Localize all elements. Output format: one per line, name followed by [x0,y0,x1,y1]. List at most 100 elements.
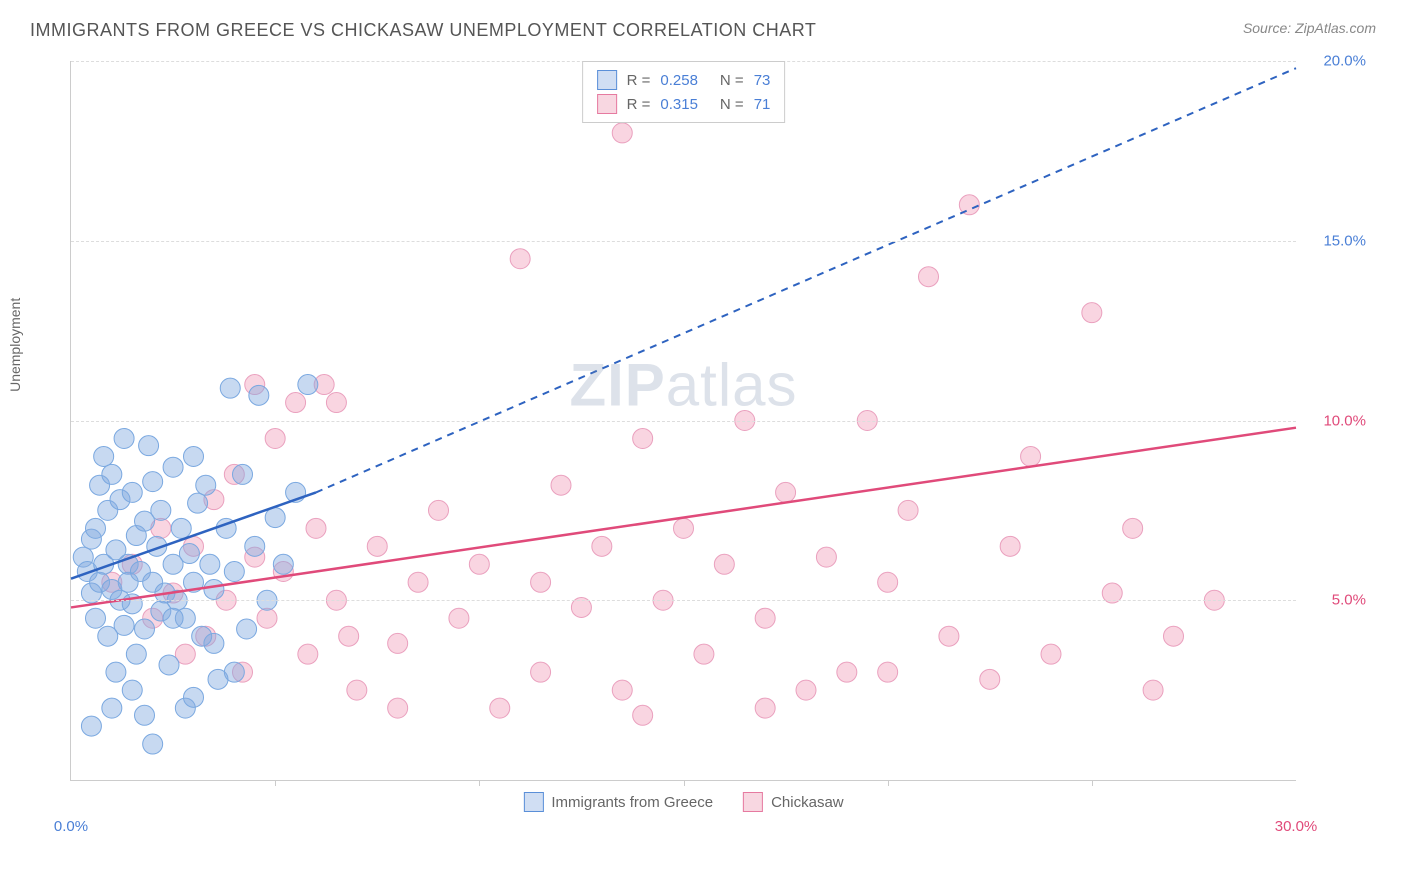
r-label: R = [627,96,651,113]
data-point [1021,446,1041,466]
x-tick-mark [479,780,480,786]
data-point [796,680,816,700]
data-point [200,554,220,574]
data-point [171,518,191,538]
data-point [184,687,204,707]
data-point [469,554,489,574]
data-point [592,536,612,556]
data-point [151,500,171,520]
legend-label: Immigrants from Greece [551,794,713,811]
data-point [980,669,1000,689]
data-point [143,734,163,754]
chart-title: IMMIGRANTS FROM GREECE VS CHICKASAW UNEM… [30,20,816,41]
data-point [224,662,244,682]
chart-area: Unemployment ZIPatlas R =0.258N =73R =0.… [60,51,1376,811]
correlation-legend: R =0.258N =73R =0.315N =71 [582,61,786,123]
data-point [298,644,318,664]
data-point [531,662,551,682]
data-point [135,705,155,725]
data-point [339,626,359,646]
data-point [326,393,346,413]
data-point [939,626,959,646]
data-point [233,464,253,484]
data-point [878,662,898,682]
y-tick-label: 15.0% [1323,232,1366,249]
data-point [1000,536,1020,556]
data-point [249,385,269,405]
data-point [286,393,306,413]
data-point [106,662,126,682]
data-point [159,655,179,675]
data-point [551,475,571,495]
data-point [755,698,775,718]
y-axis-label: Unemployment [7,298,23,392]
header: IMMIGRANTS FROM GREECE VS CHICKASAW UNEM… [0,0,1406,51]
data-point [714,554,734,574]
gridline [71,600,1296,601]
data-point [179,544,199,564]
n-label: N = [720,96,744,113]
legend-swatch [743,792,763,812]
x-tick-label: 0.0% [54,818,88,835]
n-label: N = [720,72,744,89]
r-value: 0.315 [660,96,698,113]
data-point [184,446,204,466]
data-point [220,378,240,398]
data-point [139,436,159,456]
legend-row: R =0.315N =71 [597,92,771,116]
data-point [135,619,155,639]
data-point [273,554,293,574]
data-point [245,536,265,556]
data-point [449,608,469,628]
data-point [86,608,106,628]
data-point [102,464,122,484]
data-point [102,698,122,718]
trend-line [71,428,1296,608]
data-point [612,123,632,143]
data-point [898,500,918,520]
data-point [81,716,101,736]
y-tick-label: 20.0% [1323,53,1366,70]
data-point [490,698,510,718]
data-point [143,472,163,492]
gridline [71,421,1296,422]
data-point [114,428,134,448]
n-value: 73 [754,72,771,89]
r-label: R = [627,72,651,89]
data-point [878,572,898,592]
x-tick-mark [684,780,685,786]
data-point [1082,303,1102,323]
data-point [298,375,318,395]
y-tick-label: 5.0% [1332,592,1366,609]
plot-region: ZIPatlas R =0.258N =73R =0.315N =71 Immi… [70,61,1296,781]
data-point [347,680,367,700]
x-tick-mark [888,780,889,786]
data-point [694,644,714,664]
data-point [204,633,224,653]
data-point [265,428,285,448]
source-label: Source: ZipAtlas.com [1243,20,1376,36]
data-point [204,579,224,599]
data-point [188,493,208,513]
data-point [776,482,796,502]
x-tick-mark [1092,780,1093,786]
gridline [71,241,1296,242]
data-point [816,547,836,567]
data-point [1123,518,1143,538]
data-point [531,572,551,592]
series-legend: Immigrants from GreeceChickasaw [523,792,843,812]
data-point [919,267,939,287]
y-tick-label: 10.0% [1323,412,1366,429]
data-point [122,482,142,502]
data-point [367,536,387,556]
x-tick-mark [275,780,276,786]
data-point [306,518,326,538]
data-point [1143,680,1163,700]
data-point [388,633,408,653]
legend-swatch [597,94,617,114]
trend-line-dashed [316,68,1296,492]
data-point [1164,626,1184,646]
r-value: 0.258 [660,72,698,89]
data-point [163,457,183,477]
data-point [1041,644,1061,664]
